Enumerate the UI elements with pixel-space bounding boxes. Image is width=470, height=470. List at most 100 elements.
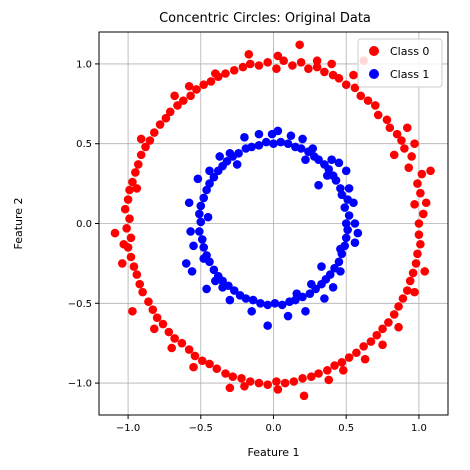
data-point-class-1 (205, 179, 214, 188)
data-point-class-1 (215, 152, 224, 161)
data-point-class-1 (350, 219, 360, 228)
data-point-class-0 (384, 318, 393, 327)
data-point-class-1 (187, 267, 197, 276)
data-point-class-1 (320, 294, 329, 303)
data-point-class-1 (305, 289, 315, 299)
data-point-class-0 (170, 334, 179, 343)
data-point-class-0 (240, 381, 249, 391)
data-point-class-0 (123, 195, 133, 204)
y-tick-label: 0.5 (76, 139, 92, 150)
data-point-class-0 (416, 239, 425, 249)
data-point-class-1 (218, 276, 227, 286)
data-point-class-0 (254, 378, 264, 388)
data-point-class-1 (196, 217, 206, 227)
data-point-class-0 (288, 61, 297, 70)
data-point-class-0 (378, 324, 387, 334)
data-point-class-0 (228, 372, 238, 382)
data-point-class-0 (165, 107, 175, 117)
data-point-class-1 (320, 160, 329, 169)
data-point-class-0 (408, 268, 418, 278)
data-point-class-0 (120, 204, 130, 214)
data-point-class-1 (350, 238, 360, 247)
data-point-class-1 (225, 295, 235, 305)
data-point-class-0 (363, 96, 373, 105)
data-point-class-0 (298, 374, 307, 383)
data-point-class-0 (141, 142, 150, 152)
data-point-class-0 (221, 69, 230, 78)
data-point-class-1 (349, 198, 358, 208)
data-point-class-0 (413, 179, 422, 188)
data-point-class-1 (308, 144, 318, 153)
x-tick-label: 1.0 (411, 423, 427, 434)
data-point-class-1 (209, 265, 219, 275)
data-point-class-1 (213, 166, 223, 176)
data-point-class-0 (225, 383, 235, 393)
data-point-class-0 (414, 219, 424, 228)
data-point-class-0 (414, 230, 424, 239)
data-point-class-0 (149, 128, 159, 137)
data-point-class-1 (270, 298, 280, 308)
data-point-class-1 (202, 284, 211, 294)
data-point-class-0 (312, 62, 322, 72)
legend-marker-class-0 (369, 46, 379, 56)
x-tick-label: 0.0 (266, 423, 282, 434)
data-point-class-0 (164, 327, 174, 337)
x-tick-label: −1.0 (116, 423, 140, 434)
data-point-class-1 (328, 283, 338, 292)
data-point-class-0 (323, 366, 332, 375)
data-point-class-0 (413, 249, 422, 259)
data-point-class-0 (359, 342, 368, 351)
data-point-class-1 (325, 270, 335, 279)
data-point-class-0 (149, 324, 159, 334)
data-point-class-0 (330, 361, 339, 370)
data-point-class-1 (334, 257, 344, 267)
data-point-class-1 (277, 300, 287, 310)
data-point-class-0 (421, 198, 431, 208)
data-point-class-0 (417, 169, 427, 179)
data-point-class-0 (179, 96, 188, 105)
data-point-class-0 (186, 91, 195, 101)
data-point-class-1 (283, 311, 293, 321)
data-point-class-0 (155, 120, 165, 129)
data-point-class-0 (206, 77, 216, 86)
points-layer (110, 40, 435, 401)
data-point-class-0 (349, 70, 358, 80)
x-tick-label: 0.5 (338, 423, 354, 434)
data-point-class-0 (128, 306, 137, 316)
data-point-class-0 (400, 144, 409, 153)
data-point-class-1 (186, 227, 195, 236)
data-point-class-1 (323, 171, 332, 180)
data-point-class-0 (211, 69, 220, 78)
data-point-class-0 (370, 101, 380, 110)
data-point-class-0 (366, 337, 376, 346)
data-point-class-1 (254, 141, 264, 150)
data-point-class-0 (320, 67, 329, 77)
data-point-class-1 (341, 166, 351, 176)
data-point-class-0 (138, 287, 147, 297)
x-axis-label: Feature 1 (247, 446, 299, 459)
data-point-class-0 (126, 252, 136, 262)
data-point-class-0 (360, 354, 370, 364)
data-point-class-0 (279, 56, 288, 66)
data-point-class-0 (404, 163, 414, 172)
chart-title: Concentric Circles: Original Data (159, 11, 371, 26)
legend-marker-class-1 (369, 69, 379, 79)
data-point-class-0 (184, 81, 194, 91)
data-point-class-1 (341, 233, 351, 243)
data-point-class-1 (195, 227, 204, 236)
data-point-class-0 (337, 358, 347, 367)
data-point-class-0 (238, 62, 248, 72)
data-point-class-1 (263, 321, 272, 330)
data-point-class-0 (170, 91, 179, 101)
data-point-class-1 (248, 295, 258, 305)
data-point-class-1 (343, 225, 352, 235)
data-point-class-0 (418, 209, 428, 219)
data-point-class-0 (382, 115, 392, 125)
data-point-class-0 (221, 369, 230, 378)
data-point-class-1 (353, 228, 363, 238)
y-tick-label: −1.0 (68, 379, 92, 390)
data-point-class-0 (273, 51, 283, 61)
x-tick-label: −0.5 (189, 423, 213, 434)
data-point-class-0 (296, 58, 306, 67)
data-point-class-1 (202, 185, 211, 195)
